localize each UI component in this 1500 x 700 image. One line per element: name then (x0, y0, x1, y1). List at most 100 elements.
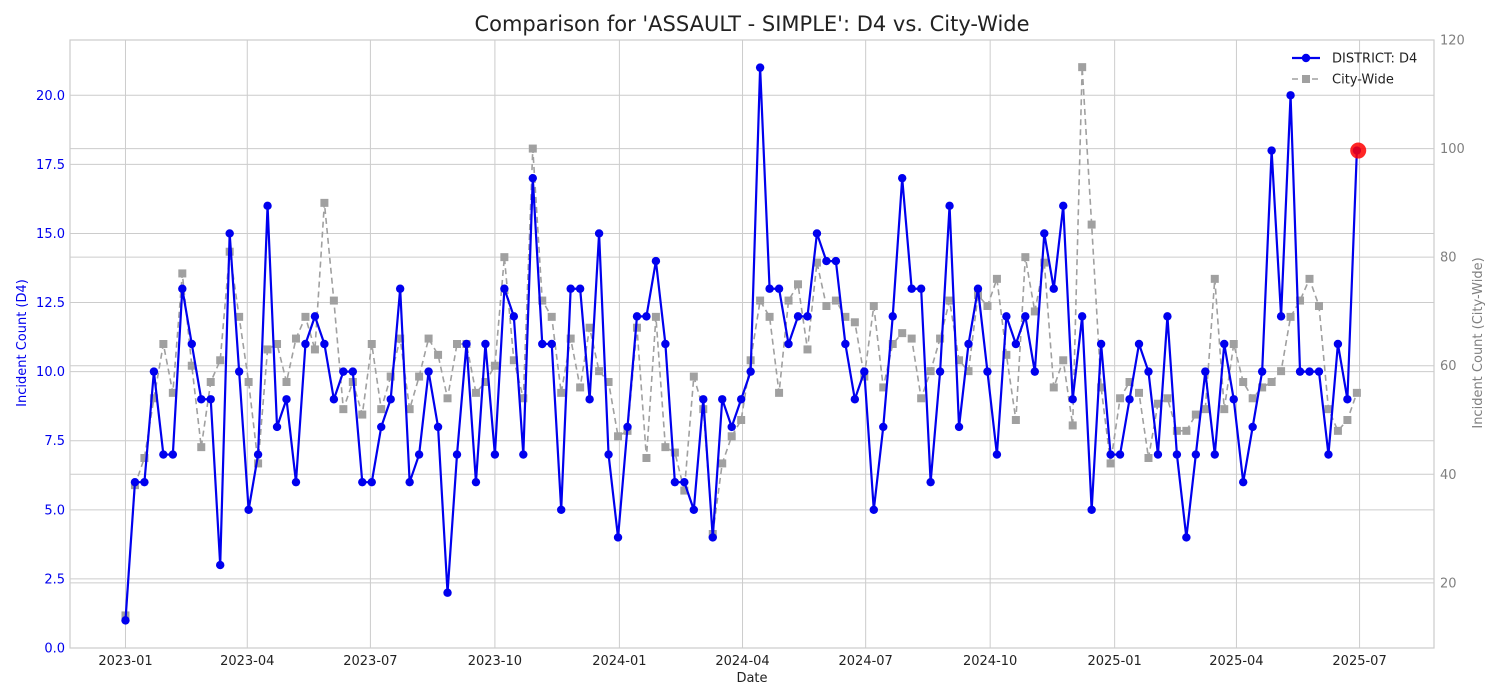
citywide-point (500, 253, 509, 262)
district-point (500, 284, 509, 293)
y-tick-label-right: 100 (1440, 142, 1465, 157)
citywide-point (273, 340, 282, 348)
citywide-point (528, 144, 537, 153)
citywide-point (1314, 302, 1323, 310)
y-tick-label-right: 80 (1440, 251, 1457, 266)
district-point (1134, 339, 1144, 349)
citywide-point (1343, 416, 1352, 424)
district-point (1182, 533, 1191, 542)
district-point (907, 284, 916, 293)
district-point (168, 450, 178, 459)
district-point (538, 339, 547, 349)
district-point (329, 395, 339, 404)
district-point (708, 533, 717, 542)
x-tick-label: 2023-01 (98, 654, 152, 669)
district-point (661, 339, 670, 349)
district-point (1144, 367, 1153, 376)
district-point (642, 312, 651, 321)
x-tick-label: 2023-04 (220, 654, 274, 669)
citywide-point (936, 334, 945, 343)
district-point (841, 339, 850, 349)
citywide-point (1163, 394, 1172, 403)
district-point (1191, 450, 1201, 459)
citywide-point (1277, 367, 1286, 376)
district-point (613, 533, 623, 542)
citywide-point (329, 296, 338, 305)
district-point (746, 367, 755, 376)
district-point (1002, 312, 1011, 321)
district-point (1021, 312, 1030, 321)
citywide-point (519, 394, 528, 403)
district-point (869, 505, 878, 515)
y-tick-label-right: 60 (1440, 359, 1457, 374)
district-point (964, 339, 973, 349)
district-point (1248, 422, 1257, 432)
district-point (1163, 312, 1172, 321)
district-point (395, 284, 405, 293)
district-point (348, 367, 358, 376)
district-point (623, 422, 632, 432)
citywide-point (509, 356, 518, 365)
district-point (405, 477, 414, 487)
district-point (879, 422, 888, 432)
citywide-point (1135, 388, 1144, 397)
citywide-point (1068, 421, 1077, 430)
citywide-point (358, 410, 367, 419)
district-point (812, 229, 822, 238)
citywide-point (661, 443, 670, 452)
district-point (803, 312, 812, 321)
citywide-point (263, 345, 272, 354)
citywide-point (1011, 416, 1020, 424)
district-point (1153, 450, 1163, 459)
citywide-point (576, 383, 585, 392)
district-point (234, 367, 244, 376)
district-point (1314, 367, 1324, 376)
district-point (935, 367, 945, 376)
citywide-point (1201, 405, 1210, 414)
citywide-point (386, 372, 395, 381)
district-point (850, 395, 860, 404)
citywide-point (1229, 340, 1238, 348)
district-point (916, 284, 926, 293)
district-point (1040, 229, 1049, 238)
district-point (253, 450, 263, 459)
citywide-point (320, 198, 329, 207)
y-tick-label-right: 120 (1440, 34, 1465, 49)
district-point (301, 339, 310, 349)
citywide-point (168, 388, 177, 397)
district-point (992, 450, 1002, 459)
y-tick-label-left: 7.5 (44, 434, 65, 449)
citywide-point (1239, 378, 1248, 386)
district-point (471, 477, 481, 487)
citywide-point (898, 329, 907, 338)
citywide-point (1296, 296, 1305, 305)
district-point (1125, 395, 1134, 404)
citywide-point (197, 443, 206, 452)
district-point (509, 312, 519, 321)
district-point (291, 477, 301, 487)
district-point (386, 395, 395, 404)
district-point (699, 395, 708, 404)
district-point (1343, 395, 1352, 404)
y-tick-label-left: 0.0 (44, 642, 65, 657)
citywide-point (566, 334, 575, 343)
district-point (282, 395, 291, 404)
district-point (888, 312, 897, 321)
citywide-point (405, 405, 414, 414)
citywide-point (1267, 378, 1276, 386)
citywide-point (235, 312, 244, 321)
y-tick-label-left: 10.0 (36, 365, 65, 380)
legend-marker (1301, 53, 1311, 63)
citywide-point (1002, 350, 1011, 359)
district-point (528, 173, 537, 183)
citywide-point (595, 367, 604, 376)
citywide-point (453, 340, 462, 348)
citywide-point (718, 459, 727, 468)
district-point (1229, 395, 1238, 404)
district-point (1257, 367, 1267, 376)
district-point (860, 367, 869, 376)
district-point (1276, 312, 1286, 321)
citywide-point (254, 459, 263, 468)
citywide-point (614, 432, 623, 441)
